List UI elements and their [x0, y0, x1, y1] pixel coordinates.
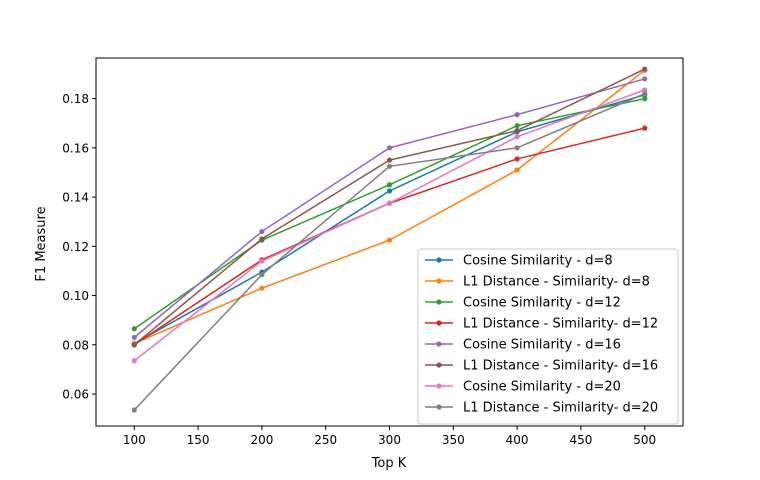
legend: Cosine Similarity - d=8 L1 Distance - Sim…	[417, 248, 679, 425]
legend-label: L1 Distance - Similarity- d=20	[463, 401, 658, 416]
data-point	[514, 112, 520, 118]
x-tick-label: 500	[633, 433, 656, 447]
legend-label: L1 Distance - Similarity- d=16	[463, 359, 658, 374]
data-point	[131, 358, 137, 364]
data-point	[514, 134, 520, 140]
data-point	[386, 200, 393, 206]
axes: 100 150 200 250 300 350 400 450 500 0.06 0.08 0.10 0…	[62, 57, 684, 447]
data-point	[514, 145, 520, 151]
legend-item: Cosine Similarity - d=16	[425, 338, 621, 353]
plot-area	[131, 66, 648, 413]
x-tick-label: 450	[569, 433, 592, 447]
legend-label: Cosine Similarity - d=16	[463, 338, 621, 353]
y-tick-label: 0.16	[62, 141, 89, 155]
data-point	[131, 334, 137, 340]
x-tick-label: 250	[314, 433, 337, 447]
legend-label: Cosine Similarity - d=8	[463, 254, 613, 269]
x-tick-label: 300	[378, 433, 401, 447]
x-axis-label: Top K	[371, 456, 407, 471]
legend-swatch-marker	[436, 320, 442, 326]
series-7	[131, 87, 648, 364]
legend-item: L1 Distance - Similarity- d=20	[425, 401, 658, 416]
legend-swatch-marker	[436, 362, 442, 368]
y-tick-label: 0.12	[62, 240, 89, 254]
data-point	[642, 87, 648, 93]
x-tick-label: 400	[506, 433, 529, 447]
legend-box	[417, 248, 679, 425]
y-tick-label: 0.14	[62, 191, 89, 205]
data-point	[642, 96, 648, 102]
legend-item: L1 Distance - Similarity- d=8	[425, 275, 650, 290]
data-point	[514, 128, 520, 134]
data-point	[259, 285, 265, 291]
data-point	[386, 145, 393, 151]
data-point	[386, 237, 393, 243]
y-tick-label: 0.08	[62, 338, 89, 352]
legend-item: L1 Distance - Similarity- d=16	[425, 359, 658, 374]
legend-label: Cosine Similarity - d=12	[463, 296, 621, 311]
data-point	[131, 342, 137, 348]
data-point	[386, 182, 393, 188]
legend-item: Cosine Similarity - d=12	[425, 296, 621, 311]
data-point	[642, 76, 648, 82]
series-8	[131, 91, 648, 413]
data-point	[386, 163, 393, 169]
data-point	[131, 326, 137, 332]
data-point	[259, 236, 265, 242]
y-tick-label: 0.10	[62, 289, 89, 303]
legend-swatch-marker	[436, 383, 442, 389]
data-point	[259, 258, 265, 264]
y-tick-label: 0.18	[62, 92, 89, 106]
data-point	[642, 125, 648, 131]
data-point	[514, 156, 520, 162]
legend-label: Cosine Similarity - d=20	[463, 380, 621, 395]
series-6	[131, 66, 648, 348]
data-point	[642, 66, 648, 72]
y-axis-label: F1 Measure	[34, 206, 49, 281]
legend-item: Cosine Similarity - d=20	[425, 380, 621, 395]
legend-swatch-marker	[436, 278, 442, 284]
data-point	[514, 123, 520, 129]
x-tick-label: 150	[187, 433, 210, 447]
x-tick-label: 100	[123, 433, 146, 447]
data-point	[259, 272, 265, 278]
legend-label: L1 Distance - Similarity- d=8	[463, 275, 650, 290]
legend-swatch-marker	[436, 341, 442, 347]
legend-swatch-marker	[436, 299, 442, 305]
legend-swatch-marker	[436, 257, 442, 263]
data-point	[386, 157, 393, 163]
y-tick-label: 0.06	[62, 388, 89, 402]
series-5	[131, 76, 648, 340]
x-tick-label: 350	[442, 433, 465, 447]
legend-item: L1 Distance - Similarity- d=12	[425, 317, 658, 332]
data-point	[259, 228, 265, 235]
data-point	[386, 188, 393, 194]
data-point	[131, 407, 137, 413]
data-point	[514, 167, 520, 173]
data-point	[642, 91, 648, 97]
x-tick-label: 200	[250, 433, 273, 447]
legend-item: Cosine Similarity - d=8	[425, 254, 613, 269]
legend-swatch-marker	[436, 404, 442, 410]
legend-label: L1 Distance - Similarity- d=12	[463, 317, 658, 332]
